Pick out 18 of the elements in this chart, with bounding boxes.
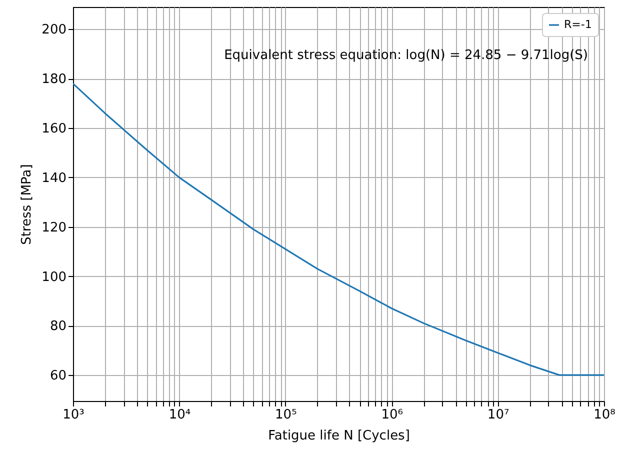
- y-tick-label: 100: [42, 270, 66, 285]
- x-tick-label: 10⁵: [275, 408, 297, 422]
- y-tick-label: 60: [50, 368, 66, 384]
- annotation: Equivalent stress equation: log(N) = 24.85 − 9.71log(S): [224, 48, 588, 63]
- x-tick-label: 10⁶: [381, 408, 403, 422]
- y-tick-label: 140: [42, 170, 66, 186]
- y-tick-label: 160: [42, 122, 66, 137]
- x-axis-title: Fatigue life N [Cycles]: [268, 428, 410, 444]
- x-tick-label: 10⁴: [168, 408, 191, 422]
- x-tick-label: 10⁸: [594, 408, 616, 422]
- y-tick-label: 180: [42, 72, 66, 88]
- x-tick-label: 10⁷: [487, 408, 510, 422]
- y-axis-title: Stress [MPa]: [20, 164, 35, 245]
- y-tick-label: 80: [50, 319, 66, 334]
- legend-label: R=-1: [564, 18, 592, 31]
- y-tick-label: 200: [42, 22, 66, 38]
- y-tick-label: 120: [42, 220, 66, 236]
- x-tick-label: 10³: [62, 408, 84, 422]
